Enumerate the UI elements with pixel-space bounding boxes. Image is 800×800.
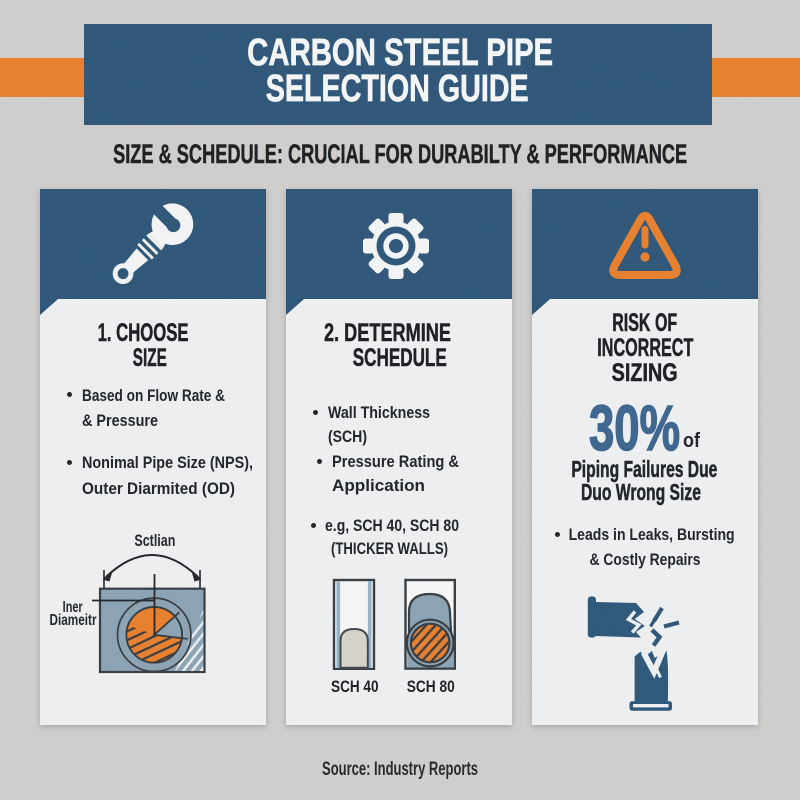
card3-header-notch — [532, 299, 550, 315]
card1-heading-line1-text: 1. CHOOSE — [97, 318, 189, 347]
title-banner — [84, 24, 712, 125]
card1-header-notch — [40, 299, 58, 315]
card-choose-size: 1. CHOOSE SIZE Based on Flow Rate & & Pr… — [40, 189, 266, 725]
page-title-line1-text: CARBON STEEL PIPE — [246, 32, 554, 75]
stat-caption-line2: Duo Wrong Size — [532, 478, 758, 505]
card3-heading-line2: INCORRECT — [532, 333, 758, 362]
stat-value-text: 30% — [588, 391, 680, 464]
broken-pipe-icon — [587, 596, 680, 711]
card2-bullet2: Pressure Rating & Application — [332, 450, 479, 498]
card1-bullet1-dot — [67, 392, 73, 398]
stat-caption-line2-text: Duo Wrong Size — [581, 478, 701, 505]
card-determine-schedule: 2. DETERMINE SCHEDULE Wall Thickness (SC… — [286, 189, 512, 725]
card2-bullet1: Wall Thickness (SCH) — [328, 401, 450, 449]
sch40-label: SCH 40 — [305, 676, 405, 696]
card1-bullet2: Nonimal Pipe Size (NPS), Outer Diarmited… — [82, 450, 284, 501]
card2-bullet3-line2: (THICKER WALLS) — [331, 539, 448, 559]
card3-heading-line2-text: INCORRECT — [596, 333, 693, 362]
card1-bullet2-dot — [67, 459, 73, 465]
card1-heading-line2-text: SIZE — [132, 343, 167, 372]
sch80-label: SCH 80 — [381, 676, 481, 696]
card2-heading-line1-text: 2. DETERMINE — [324, 318, 452, 347]
page-title-line1: CARBON STEEL PIPE — [84, 32, 712, 75]
card2-bullet1-line2: (SCH) — [328, 426, 367, 446]
card3-bullet-line1: Leads in Leaks, Bursting — [532, 522, 758, 547]
gear-icon — [316, 206, 476, 286]
diagram-left-label: Iner Diameitr — [20, 598, 126, 630]
source-note-text: Source: Industry Reports — [321, 759, 478, 780]
card3-bullet-line2-text: & Costly Repairs — [589, 549, 701, 569]
wrench-icon — [69, 197, 229, 292]
card2-bullet2-line2: Application — [332, 475, 425, 495]
card3-heading-line3-text: SIZING — [612, 358, 678, 387]
sch40-label-text: SCH 40 — [331, 676, 379, 696]
card3-bullet-dot — [555, 531, 560, 537]
card2-heading-line2: SCHEDULE — [286, 343, 512, 372]
stat-caption-line1: Piping Failures Due — [532, 455, 758, 482]
diagram-top-label-text: Sctlian — [134, 531, 176, 551]
card3-bullet-line2: & Costly Repairs — [532, 547, 758, 572]
source-note: Source: Industry Reports — [0, 759, 800, 781]
card1-heading-line1: 1. CHOOSE — [40, 318, 266, 347]
stat-suffix-text: of — [683, 430, 700, 453]
card3-bullet-line1-text: Leads in Leaks, Bursting — [568, 524, 735, 544]
diagram-left-label-line2: Diameitr — [49, 612, 97, 630]
card2-bullet1-dot — [312, 410, 318, 416]
card2-body — [286, 299, 512, 725]
card2-bullet1-line1: Wall Thickness — [328, 402, 430, 422]
sch80-label-text: SCH 80 — [407, 676, 455, 696]
diagram-left-label-line1: Iner — [63, 598, 83, 616]
card1-bullet1-line1: Based on Flow Rate & — [82, 385, 225, 405]
card3-heading-line1-text: RISK OF — [612, 308, 678, 337]
stat-suffix: of — [683, 429, 702, 453]
pipe-schedule-comparison — [332, 578, 456, 670]
card1-bullet2-line2: Outer Diarmited (OD) — [82, 478, 235, 498]
card1-heading-line2: SIZE — [40, 343, 266, 372]
diagram-top-label: Sctlian — [40, 532, 266, 550]
card-risk-incorrect-sizing: RISK OF INCORRECT SIZING 30% of Piping F… — [532, 189, 758, 725]
card2-heading-line1: 2. DETERMINE — [286, 318, 512, 347]
stat-caption-line1-text: Piping Failures Due — [571, 455, 717, 482]
card2-bullet3-dot — [311, 523, 316, 529]
card2-bullet2-dot — [317, 458, 323, 464]
card2-bullet2-line1: Pressure Rating & — [332, 451, 459, 471]
page-title-line2-text: SELECTION GUIDE — [265, 68, 529, 111]
pipe-cross-section-diagram — [92, 554, 206, 674]
card3-heading-line1: RISK OF — [532, 308, 758, 337]
card2-bullet3-line1: e.g, SCH 40, SCH 80 — [325, 515, 459, 535]
card3-heading-line3: SIZING — [532, 358, 758, 387]
page-subtitle-text: SIZE & SCHEDULE: CRUCIAL FOR DURABILTY &… — [113, 138, 687, 169]
page-title-line2: SELECTION GUIDE — [84, 68, 712, 111]
stat-value: 30% — [588, 391, 717, 464]
card2-header-notch — [286, 299, 304, 315]
card1-bullet1: Based on Flow Rate & & Pressure — [82, 383, 261, 434]
card2-heading-line2-text: SCHEDULE — [352, 343, 447, 372]
card2-bullet3: e.g, SCH 40, SCH 80 (THICKER WALLS) — [325, 514, 488, 561]
warning-icon — [565, 206, 725, 286]
card1-bullet2-line1: Nonimal Pipe Size (NPS), — [82, 453, 253, 473]
card1-bullet1-line2: & Pressure — [82, 411, 158, 431]
